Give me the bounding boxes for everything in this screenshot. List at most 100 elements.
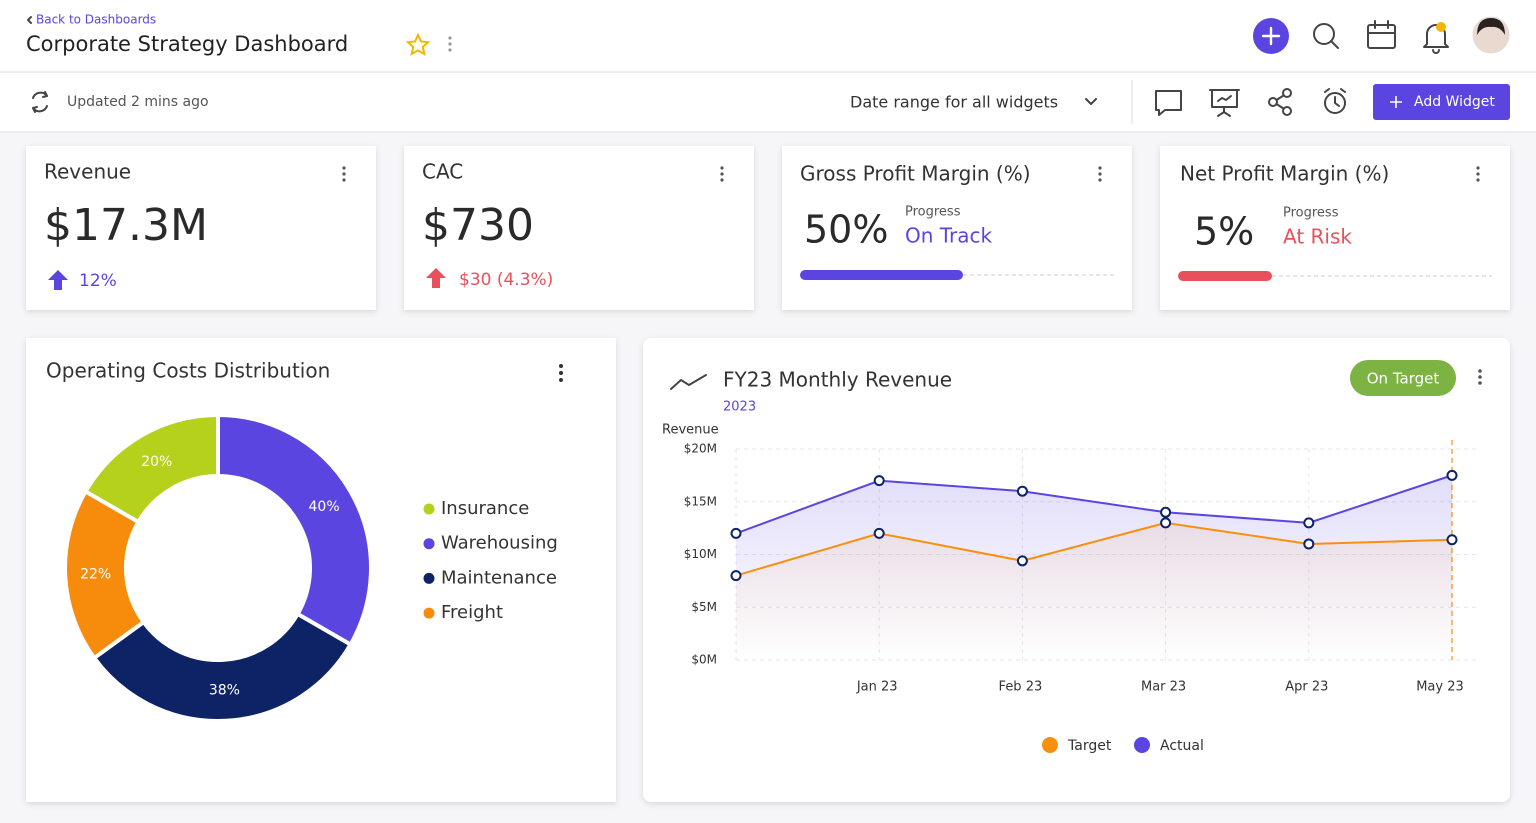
line <box>735 521 1453 577</box>
more-menu[interactable] <box>720 166 724 182</box>
legend-label: Target <box>1067 738 1112 754</box>
kpi-value: $730 <box>422 200 534 251</box>
legend-swatch <box>423 538 435 550</box>
line <box>735 474 1453 535</box>
kpi-card: Revenue $17.3M 12% <box>26 146 376 310</box>
more-menu[interactable] <box>1478 369 1482 385</box>
progress-label: Progress <box>905 205 961 220</box>
x-tick-label: Jan 23 <box>856 680 898 695</box>
chart-subtitle: 2023 <box>723 400 756 415</box>
data-label: 38% <box>209 682 240 698</box>
donut-segment <box>216 412 373 648</box>
status-badge-label: On Target <box>1367 370 1440 388</box>
point <box>1160 506 1172 518</box>
favorite-star[interactable] <box>405 32 431 56</box>
chart-title: Operating Costs Distribution <box>46 359 330 383</box>
progress-bar <box>1178 271 1272 281</box>
up-arrow <box>48 270 68 290</box>
kpi-title: Gross Profit Margin (%) <box>800 162 1031 186</box>
page-title: Corporate Strategy Dashboard <box>26 32 348 56</box>
present-icon[interactable] <box>1209 89 1240 117</box>
y-tick-label: $5M <box>691 600 717 614</box>
point <box>1016 485 1028 497</box>
kpi-change: 12% <box>79 271 117 291</box>
data-label: 22% <box>80 566 111 582</box>
back-link[interactable]: Back to Dashboards <box>36 13 156 27</box>
x-tick-label: Apr 23 <box>1285 680 1328 695</box>
progress-bar <box>800 270 963 280</box>
kpi-value: 50% <box>804 208 888 252</box>
legend-label: Insurance <box>441 498 529 519</box>
kpi-title: Net Profit Margin (%) <box>1180 162 1389 186</box>
legend-label: Actual <box>1160 738 1204 754</box>
legend-label: Maintenance <box>441 567 557 588</box>
add-widget-button[interactable] <box>1373 84 1510 120</box>
dropdown-chevron[interactable] <box>1085 98 1097 105</box>
y-tick-label: $0M <box>691 653 717 667</box>
point <box>730 570 742 582</box>
data-label: 40% <box>309 499 340 515</box>
x-tick-label: Feb 23 <box>999 680 1043 695</box>
point <box>1016 555 1028 567</box>
area <box>736 475 1452 660</box>
legend-label: Freight <box>441 602 503 623</box>
y-tick-label: $10M <box>684 547 717 561</box>
data-label: 20% <box>141 454 172 470</box>
more-menu[interactable] <box>1098 166 1102 182</box>
add-widget-label[interactable]: Add Widget <box>1414 94 1495 110</box>
more-menu[interactable] <box>448 36 452 52</box>
more-menu[interactable] <box>1476 166 1480 182</box>
calendar-icon[interactable] <box>1367 20 1396 49</box>
kpi-title: Revenue <box>44 160 131 184</box>
kpi-card: Gross Profit Margin (%) 50% Progress On … <box>782 146 1132 310</box>
donut-segment <box>63 488 147 661</box>
updated-status: Updated 2 mins ago <box>67 94 209 110</box>
date-range-select[interactable]: Date range for all widgets <box>850 93 1058 112</box>
trend-icon <box>670 374 707 390</box>
point <box>1160 517 1172 529</box>
search-icon[interactable] <box>1313 23 1339 49</box>
point <box>1446 469 1458 481</box>
notification-badge <box>1436 22 1446 32</box>
toolbar <box>0 73 1536 132</box>
up-arrow <box>426 268 446 288</box>
legend-swatch <box>423 607 435 619</box>
kpi-card: Net Profit Margin (%) 5% Progress At Ris… <box>1160 146 1510 310</box>
kpi-value: $17.3M <box>44 200 208 251</box>
comment-icon[interactable] <box>1155 90 1182 116</box>
legend-swatch <box>423 572 435 584</box>
more-menu[interactable] <box>342 166 346 182</box>
y-tick-label: $20M <box>684 442 717 456</box>
kpi-change: $30 (4.3%) <box>459 270 553 290</box>
add-icon <box>1261 26 1281 46</box>
legend-swatch <box>1134 737 1150 753</box>
point <box>873 475 885 487</box>
kpi-card: CAC $730 $30 (4.3%) <box>404 146 754 310</box>
progress-status: On Track <box>905 224 993 248</box>
status-badge <box>1350 360 1456 396</box>
point <box>1303 517 1315 529</box>
legend-swatch <box>423 503 435 515</box>
point <box>1303 538 1315 550</box>
plus-icon <box>1390 96 1402 108</box>
point <box>730 527 742 539</box>
point <box>873 527 885 539</box>
legend-label: Warehousing <box>441 533 558 554</box>
more-menu[interactable] <box>559 364 563 382</box>
x-tick-label: Mar 23 <box>1141 680 1186 695</box>
progress-label: Progress <box>1283 206 1339 221</box>
legend-swatch <box>1042 737 1058 753</box>
refresh-icon[interactable] <box>32 91 48 113</box>
x-tick-label: May 23 <box>1416 680 1464 695</box>
share-icon[interactable] <box>1268 88 1292 116</box>
y-tick-label: $15M <box>684 494 717 508</box>
kpi-value: 5% <box>1194 210 1254 254</box>
alarm-icon[interactable] <box>1324 88 1346 114</box>
donut-segment <box>91 611 354 723</box>
progress-status: At Risk <box>1283 225 1352 249</box>
back-chevron[interactable] <box>27 16 32 24</box>
point <box>1446 534 1458 546</box>
avatar-hair <box>1477 18 1505 35</box>
chart-title: FY23 Monthly Revenue <box>723 368 952 392</box>
